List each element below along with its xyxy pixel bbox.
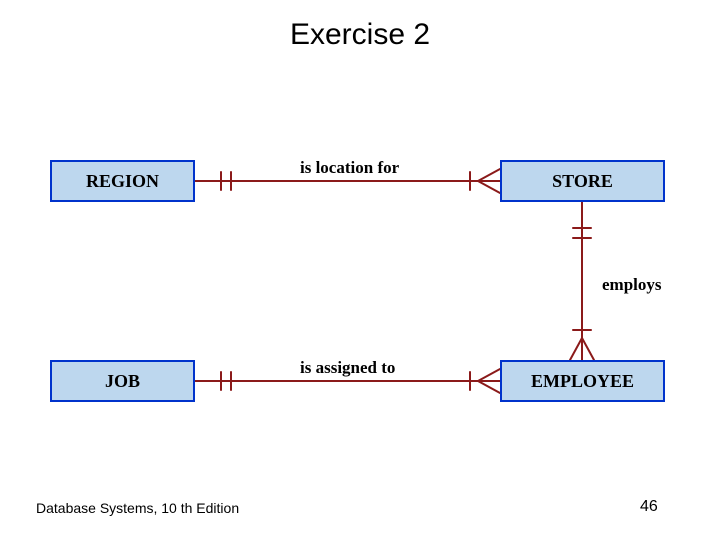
rel-label-job-employee: is assigned to bbox=[300, 358, 395, 378]
er-connectors bbox=[0, 0, 720, 540]
entity-job: JOB bbox=[50, 360, 195, 402]
rel-label-region-store: is location for bbox=[300, 158, 399, 178]
entity-region: REGION bbox=[50, 160, 195, 202]
entity-store: STORE bbox=[500, 160, 665, 202]
entity-employee: EMPLOYEE bbox=[500, 360, 665, 402]
rel-label-store-employee: employs bbox=[602, 275, 662, 295]
